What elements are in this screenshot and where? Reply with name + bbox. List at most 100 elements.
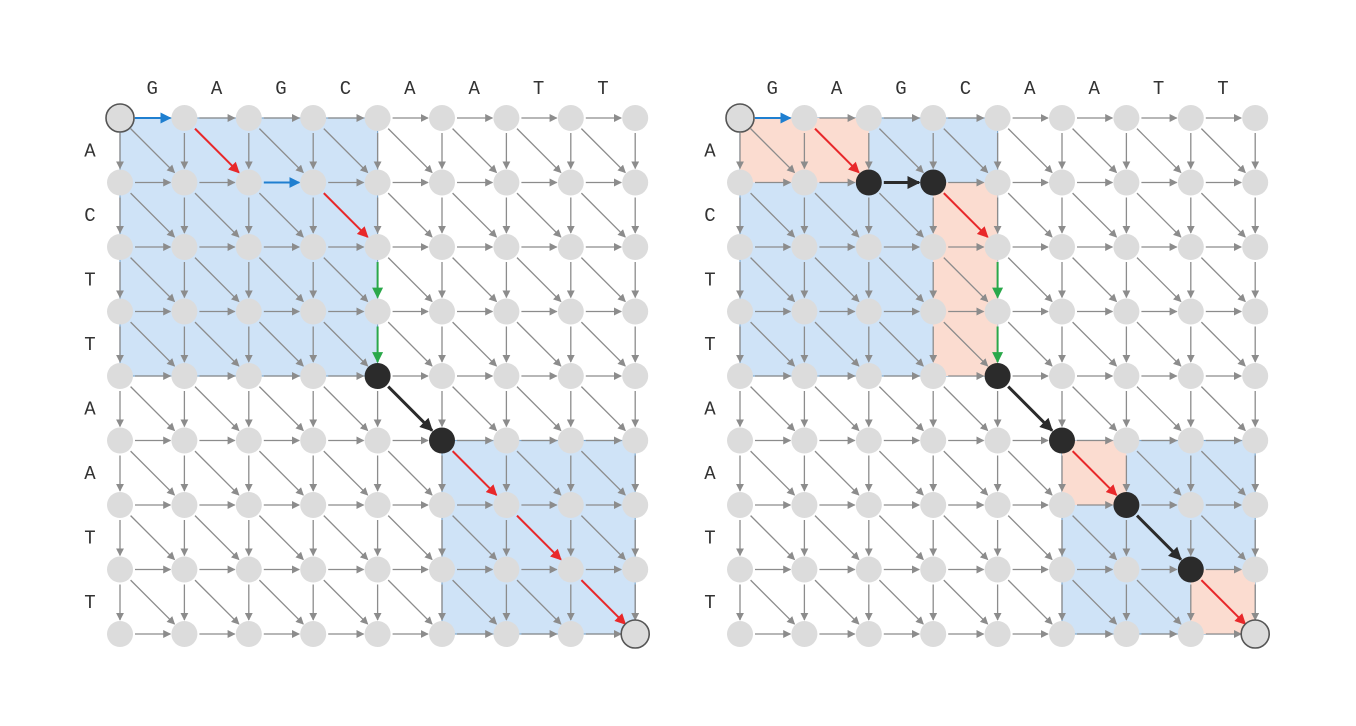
diagonal-edge [1136,192,1182,238]
diagonal-edge [750,321,796,367]
grid-node [855,234,882,260]
diagonal-edge [130,192,176,238]
grid-node [1049,492,1075,518]
grid-node [300,556,327,583]
grid-node [727,169,753,196]
grid-node [1113,169,1140,196]
grid-node [984,234,1011,260]
top-sequence-letter: G [146,78,157,100]
grid-node [1049,621,1075,647]
top-sequence-letter: A [404,78,416,100]
diagonal-edge [323,515,369,561]
diagonal-edge [130,450,176,496]
grid-node [235,169,262,196]
top-sequence-letter: A [1024,78,1036,100]
diagonal-edge [130,128,176,174]
grid-node [1177,169,1204,196]
grid-node [791,234,818,260]
path-node [1177,556,1204,583]
diagonal-edge [580,515,626,561]
diagonal-edge [452,386,498,432]
left-sequence-letter: A [84,140,96,162]
grid-node [1177,427,1204,454]
grid-node [727,621,753,647]
grid-node [171,169,198,196]
left-sequence-letter: C [704,205,715,227]
diagonal-edge [750,515,796,561]
grid-node [984,556,1011,583]
diagonal-edge [750,257,796,303]
diagonal-edge [130,386,176,432]
grid-node [557,492,584,518]
grid-node [920,105,947,131]
top-sequence-letter: G [275,78,286,100]
diagonal-edge [1200,515,1246,561]
grid-node [493,556,520,583]
diagonal-edge [516,128,562,174]
grid-node [557,427,584,454]
diagonal-edge [814,386,860,432]
grid-node [1242,234,1269,260]
grid-node [493,298,520,325]
diagonal-edge [943,450,989,496]
grid-node [1113,556,1140,583]
diagonal-edge [1136,257,1182,303]
diagonal-edge [258,192,304,238]
diagonal-edge [1200,192,1246,238]
diagonal-edge [130,515,176,561]
left-sequence-letter: C [84,205,95,227]
diagonal-edge [580,192,626,238]
diagonal-edge [387,579,433,625]
grid-node [727,556,753,583]
diagonal-edge [452,192,498,238]
diagonal-edge [1007,321,1053,367]
grid-node [1242,427,1269,454]
grid-node [300,621,327,647]
grid-node [557,234,584,260]
grid-node [557,298,584,325]
diagonal-edge [580,128,626,174]
diagonal-edge [814,579,860,625]
grid-node [364,427,391,454]
diagonal-edge [387,192,433,238]
top-sequence-letter: T [597,78,608,100]
diagonal-path-edge [1200,579,1247,625]
grid-node [300,427,327,454]
diagonal-edge [1200,257,1246,303]
grid-node [364,105,391,131]
diagonal-edge [387,257,433,303]
top-sequence-letter: G [895,78,906,100]
path-path-edge [1135,514,1182,561]
path-node [984,363,1011,389]
diagonal-edge [323,579,369,625]
grid-node [493,621,520,647]
diagonal-edge [516,450,562,496]
start-node [105,103,135,133]
grid-node [1177,298,1204,325]
grid-node [1177,363,1204,389]
diagonal-edge [1072,515,1118,561]
grid-node [855,105,882,131]
diagonal-edge [516,192,562,238]
grid-node [364,492,391,518]
diagonal-path-edge [1071,450,1118,496]
diagonal-edge [258,515,304,561]
grid-node [557,105,584,131]
grid-node [493,105,520,131]
grid-node [984,298,1011,325]
grid-node [107,363,133,389]
diagonal-edge [194,579,240,625]
top-sequence-letter: T [1153,78,1164,100]
grid-node [429,298,455,325]
diagonal-edge [1136,128,1182,174]
diagonal-edge [323,128,369,174]
top-sequence-letter: T [533,78,544,100]
diagonal-path-edge [451,450,498,496]
diagonal-edge [516,257,562,303]
grid-node [1177,492,1204,518]
grid-node [300,234,327,260]
grid-node [855,492,882,518]
grid-node [920,621,947,647]
diagonal-edge [323,321,369,367]
path-node [364,363,391,389]
